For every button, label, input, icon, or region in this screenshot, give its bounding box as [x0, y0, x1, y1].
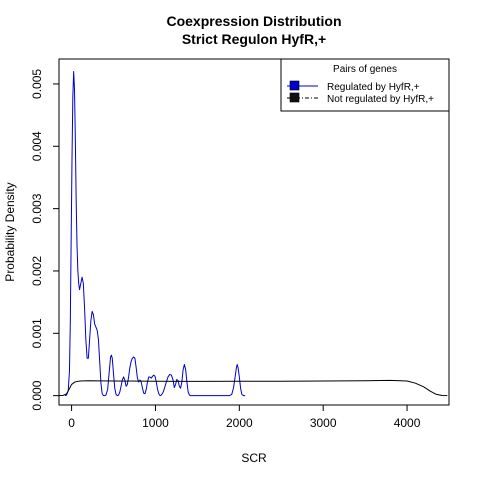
series-layer [58, 70, 448, 397]
x-tick-label: 2000 [226, 416, 253, 430]
series-line-not-regulated [58, 379, 448, 397]
y-tick-label: 0.004 [30, 131, 44, 161]
legend-swatch-regulated [289, 80, 300, 91]
y-tick-label: 0.003 [30, 193, 44, 223]
legend-title: Pairs of genes [333, 64, 397, 75]
plot-frame [58, 58, 450, 406]
x-axis: 0 1000 2000 3000 4000 [68, 405, 421, 430]
chart-subtitle: Strict Regulon HyfR,+ [182, 31, 326, 47]
y-tick-label: 0.005 [30, 69, 44, 99]
legend-label-regulated: Regulated by HyfR,+ [327, 82, 420, 93]
legend-box [280, 58, 450, 112]
y-axis-label: Probability Density [3, 182, 17, 281]
y-tick-label: 0.000 [30, 380, 44, 410]
legend-label-not-regulated: Not regulated by HyfR,+ [327, 94, 434, 105]
legend: Pairs of genes Regulated by HyfR,+ Not r… [280, 58, 450, 112]
y-axis: 0.000 0.001 0.002 0.003 0.004 0.005 [30, 69, 59, 411]
chart-title: Coexpression Distribution [166, 13, 341, 29]
legend-swatch-not-regulated [289, 92, 300, 103]
x-tick-label: 1000 [142, 416, 169, 430]
y-tick-label: 0.001 [30, 318, 44, 348]
x-tick-label: 4000 [394, 416, 421, 430]
x-tick-label: 0 [68, 416, 75, 430]
x-tick-label: 3000 [310, 416, 337, 430]
y-tick-label: 0.002 [30, 256, 44, 286]
series-line-regulated [64, 70, 246, 397]
x-axis-label: SCR [241, 451, 267, 465]
